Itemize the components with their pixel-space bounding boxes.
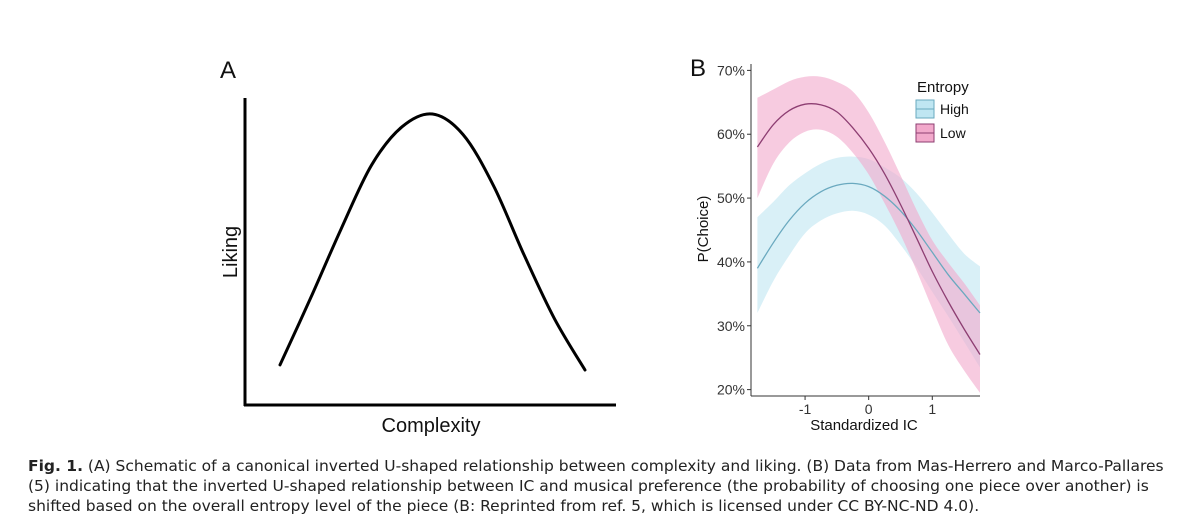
panel-a-y-label: Liking: [220, 226, 242, 278]
panel-b-y-ticks: 20% 30% 40% 50% 60% 70%: [717, 62, 751, 398]
legend-label-high: High: [940, 101, 969, 117]
y-tick-label: 40%: [717, 254, 745, 270]
x-tick-label: -1: [799, 401, 812, 417]
y-tick-label: 20%: [717, 382, 745, 398]
y-tick-label: 70%: [717, 62, 745, 78]
caption-text: (A) Schematic of a canonical inverted U-…: [28, 457, 1164, 515]
panel-b-y-label: P(Choice): [695, 196, 712, 263]
panel-b-label: B: [690, 55, 706, 82]
panel-a: A Complexity Liking: [220, 57, 616, 437]
panel-b-lines: [756, 103, 981, 355]
caption-label: Fig. 1.: [28, 457, 83, 475]
x-tick-label: 1: [928, 401, 936, 417]
panel-b: B 20% 30% 40% 50% 60% 70% -1 0 1 Standardized I…: [690, 55, 981, 434]
y-tick-label: 30%: [717, 318, 745, 334]
panel-a-label: A: [220, 57, 236, 84]
x-tick-label: 0: [865, 401, 873, 417]
panel-b-bands: [757, 76, 980, 393]
legend-label-low: Low: [940, 125, 967, 141]
legend-title: Entropy: [917, 79, 969, 96]
panel-a-curve: [278, 112, 587, 372]
panel-b-x-ticks: -1 0 1: [799, 396, 936, 417]
panel-b-legend: Entropy High Low: [915, 79, 969, 143]
figure-canvas: A Complexity Liking B 20% 30% 40% 50% 60% 70%…: [220, 55, 981, 437]
band-high: [757, 156, 980, 368]
y-tick-label: 60%: [717, 126, 745, 142]
line-low: [756, 103, 981, 355]
band-low: [757, 76, 980, 393]
panel-b-x-label: Standardized IC: [810, 417, 918, 434]
line-high: [756, 182, 981, 314]
y-tick-label: 50%: [717, 190, 745, 206]
panel-a-x-label: Complexity: [382, 415, 481, 437]
figure-caption: Fig. 1. (A) Schematic of a canonical inv…: [28, 456, 1178, 516]
